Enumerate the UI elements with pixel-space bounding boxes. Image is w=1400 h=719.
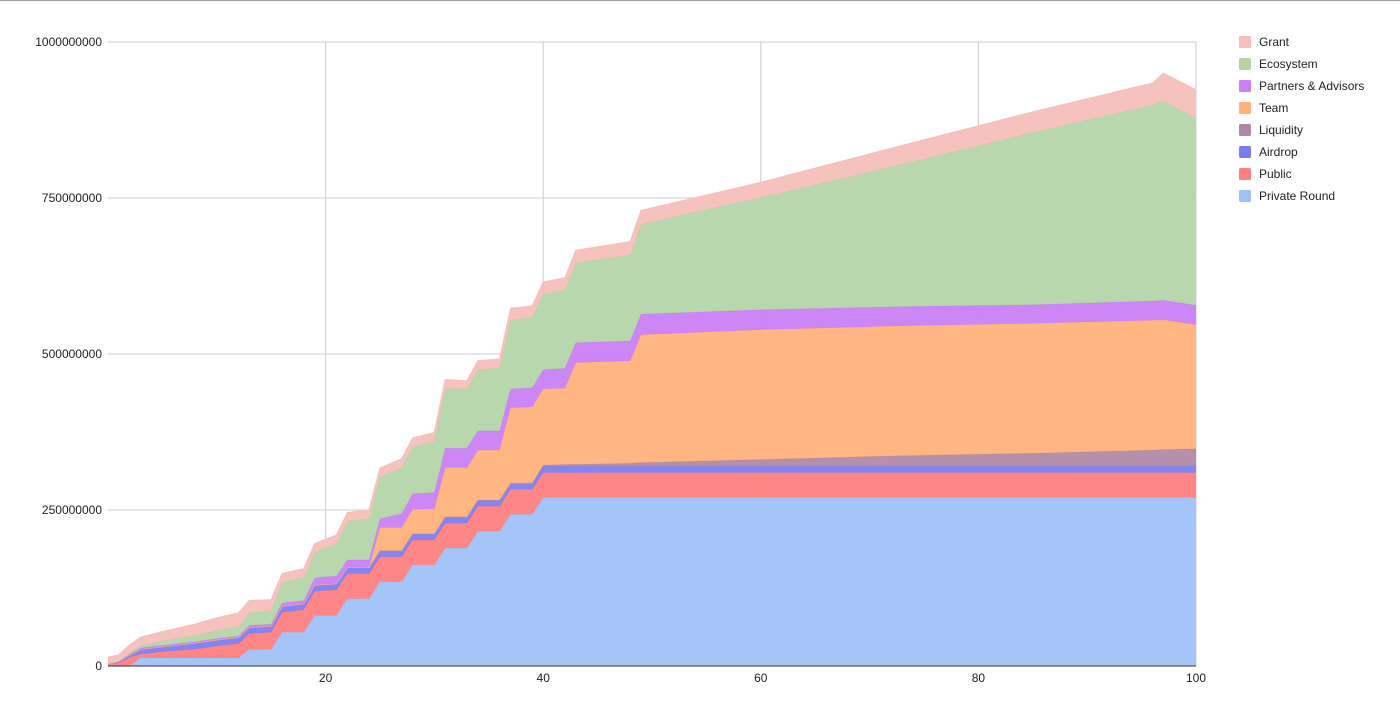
axes: 0 250000000 500000000 750000000 1000000000 20… <box>35 35 1206 685</box>
area-airdrop <box>108 466 1196 665</box>
x-tick-label: 20 <box>319 671 333 685</box>
legend-label: Private Round <box>1259 189 1335 203</box>
x-tick-label: 60 <box>754 671 768 685</box>
area-line-grant <box>107 72 1197 658</box>
legend-swatch <box>1239 190 1251 202</box>
top-border-line <box>0 0 1400 1</box>
y-tick-label: 0 <box>95 659 102 673</box>
legend-item-grant[interactable]: Grant <box>1239 35 1290 49</box>
legend-item-ecosystem[interactable]: Ecosystem <box>1239 57 1318 71</box>
legend: Grant Ecosystem Partners & Advisors Team Liq… <box>1239 35 1364 203</box>
legend-label: Airdrop <box>1259 145 1298 159</box>
y-tick-label: 500000000 <box>42 347 102 361</box>
legend-item-public[interactable]: Public <box>1239 167 1292 181</box>
area-ecosystem <box>108 101 1196 664</box>
x-tick-label: 40 <box>537 671 551 685</box>
legend-swatch <box>1239 146 1251 158</box>
area-series <box>107 72 1197 667</box>
legend-item-liquidity[interactable]: Liquidity <box>1239 123 1303 137</box>
legend-label: Public <box>1259 167 1292 181</box>
legend-swatch <box>1239 58 1251 70</box>
x-tick-label: 80 <box>972 671 986 685</box>
area-public <box>108 472 1196 666</box>
legend-label: Partners & Advisors <box>1259 79 1364 93</box>
legend-item-airdrop[interactable]: Airdrop <box>1239 145 1298 159</box>
legend-swatch <box>1239 102 1251 114</box>
legend-item-team[interactable]: Team <box>1239 101 1288 115</box>
legend-label: Ecosystem <box>1259 57 1318 71</box>
legend-label: Grant <box>1259 35 1290 49</box>
area-private-round <box>108 497 1196 666</box>
legend-item-private-round[interactable]: Private Round <box>1239 189 1335 203</box>
legend-item-partners-and-advisors[interactable]: Partners & Advisors <box>1239 79 1364 93</box>
y-tick-label: 250000000 <box>42 503 102 517</box>
y-tick-label: 750000000 <box>42 191 102 205</box>
area-team <box>108 319 1196 664</box>
legend-swatch <box>1239 36 1251 48</box>
y-tick-label: 1000000000 <box>35 35 102 49</box>
legend-swatch <box>1239 168 1251 180</box>
x-tick-label: 100 <box>1186 671 1206 685</box>
area-line-team <box>107 319 1197 665</box>
legend-label: Team <box>1259 101 1288 115</box>
legend-swatch <box>1239 80 1251 92</box>
legend-swatch <box>1239 124 1251 136</box>
legend-label: Liquidity <box>1259 123 1303 137</box>
